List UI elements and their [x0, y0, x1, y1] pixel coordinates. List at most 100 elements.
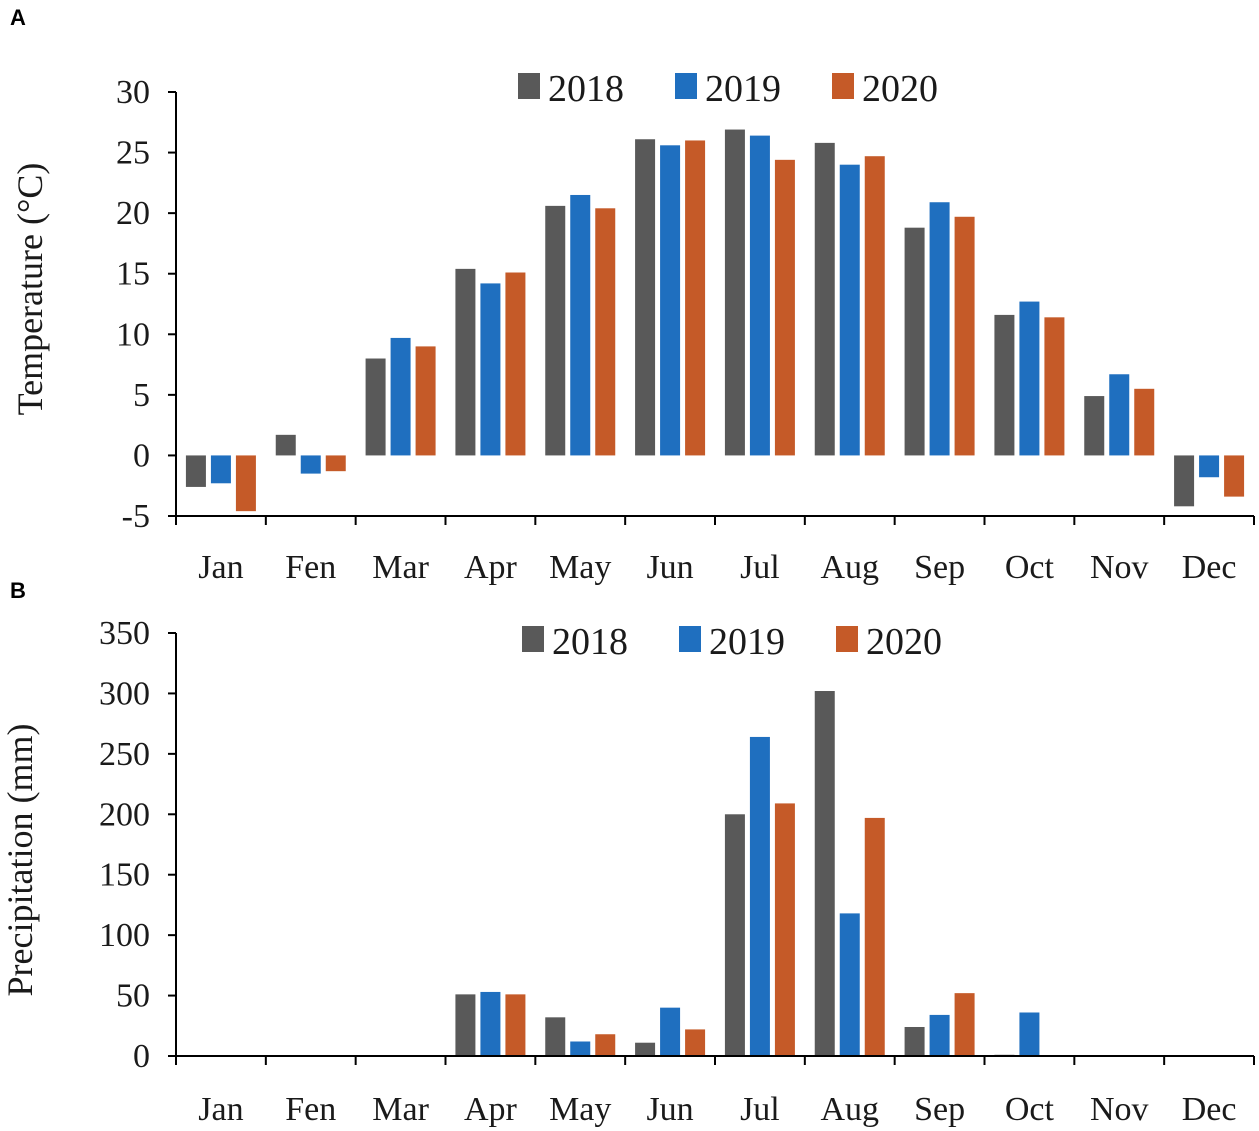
bar-2018-sep — [904, 227, 925, 456]
x-axis-labels-temperature: Jan Fen Mar Apr May Jun Jul Aug Sep Oct Nov Dec — [198, 549, 1236, 586]
axes-precipitation — [175, 633, 1255, 1065]
bar-2020-dec — [1224, 455, 1245, 497]
bar-2018-aug — [814, 691, 835, 1056]
bar-2018-jul — [724, 814, 745, 1056]
x-tick-label-jan: Jan — [198, 1091, 243, 1128]
bar-2018-aug — [814, 142, 835, 456]
bar-2019-oct — [1019, 301, 1040, 456]
y-axis-title-temperature: Temperature (°C) — [10, 163, 50, 416]
legend-swatch-2019 — [679, 626, 701, 652]
y-axis-ticks-temperature: -5 0 5 10 15 20 25 30 — [116, 74, 176, 535]
bar-2020-sep — [954, 216, 975, 456]
y-axis-ticks-precipitation: 0 50 100 150 200 250 300 350 — [99, 615, 176, 1075]
x-tick-label-sep: Sep — [914, 549, 965, 586]
bar-2020-jun — [685, 140, 706, 456]
bar-2018-fen — [275, 434, 296, 456]
bar-2019-sep — [929, 202, 950, 456]
bar-2019-mar — [390, 337, 411, 456]
y-tick-label: 350 — [99, 615, 150, 652]
bar-2020-sep — [954, 993, 975, 1056]
bar-2019-aug — [839, 164, 860, 456]
x-tick-label-apr: Apr — [464, 549, 518, 586]
precipitation-chart: B Precipitation (mm) 2018 2019 2020 0 50 1… — [0, 578, 1255, 1128]
bar-2019-jul — [749, 135, 770, 456]
bar-2020-jul — [774, 803, 795, 1056]
bar-2018-oct — [994, 314, 1015, 456]
legend-swatch-2018 — [518, 73, 540, 99]
bar-2020-jul — [774, 159, 795, 456]
bar-2019-oct — [1019, 1012, 1040, 1056]
legend-label-2018: 2018 — [552, 621, 628, 663]
y-tick-label: 50 — [116, 978, 150, 1015]
x-tick-label-fen: Fen — [285, 549, 336, 586]
bar-2019-may — [570, 194, 591, 456]
x-tick-label-sep: Sep — [914, 1091, 965, 1128]
bar-2020-jun — [685, 1029, 706, 1056]
x-tick-label-fen: Fen — [285, 1091, 336, 1128]
x-tick-label-may: May — [549, 549, 611, 586]
legend-swatch-2020 — [832, 73, 854, 99]
x-tick-label-aug: Aug — [820, 549, 879, 586]
bar-2018-jul — [724, 129, 745, 456]
x-tick-label-apr: Apr — [464, 1091, 518, 1128]
bar-2020-aug — [864, 156, 885, 456]
legend-swatch-2020 — [836, 626, 858, 652]
y-tick-label: 200 — [99, 796, 150, 833]
bar-2018-jun — [635, 1042, 656, 1056]
y-tick-label: 25 — [116, 135, 150, 172]
x-tick-label-dec: Dec — [1182, 1091, 1237, 1128]
x-tick-label-jul: Jul — [740, 549, 780, 586]
legend-temperature: 2018 2019 2020 — [518, 68, 938, 110]
x-tick-label-nov: Nov — [1090, 549, 1149, 586]
bar-2020-aug — [864, 817, 885, 1056]
y-axis-title-precipitation: Precipitation (mm) — [0, 724, 40, 997]
legend-swatch-2019 — [675, 73, 697, 99]
y-tick-label: 30 — [116, 74, 150, 111]
axes-temperature — [175, 92, 1255, 525]
bar-2019-apr — [480, 991, 501, 1056]
legend-label-2020: 2020 — [862, 68, 938, 110]
bar-2020-fen — [325, 455, 346, 472]
bar-2020-may — [595, 1034, 616, 1056]
x-tick-label-jan: Jan — [198, 549, 243, 586]
x-tick-label-mar: Mar — [372, 1091, 429, 1128]
bar-2020-apr — [505, 272, 526, 456]
legend-precipitation: 2018 2019 2020 — [522, 621, 942, 663]
x-tick-label-mar: Mar — [372, 549, 429, 586]
panel-label-b: B — [10, 578, 26, 603]
bar-2018-jun — [635, 139, 656, 456]
legend-swatch-2018 — [522, 626, 544, 652]
bar-2019-aug — [839, 913, 860, 1056]
bar-2019-dec — [1199, 455, 1220, 478]
legend-label-2019: 2019 — [709, 621, 785, 663]
y-tick-label: 300 — [99, 675, 150, 712]
bar-2018-mar — [365, 358, 386, 456]
bar-2018-apr — [455, 994, 476, 1056]
y-tick-label: 0 — [133, 1038, 150, 1075]
y-tick-label: 150 — [99, 857, 150, 894]
bar-2020-apr — [505, 994, 526, 1056]
legend-label-2020: 2020 — [866, 621, 942, 663]
bar-2019-jan — [210, 455, 231, 484]
bar-2019-jul — [749, 736, 770, 1056]
legend-label-2018: 2018 — [548, 68, 624, 110]
y-tick-label: 20 — [116, 195, 150, 232]
x-axis-labels-precipitation: Jan Fen Mar Apr May Jun Jul Aug Sep Oct Nov Dec — [198, 1091, 1236, 1128]
bar-2019-fen — [300, 455, 321, 474]
x-tick-label-jun: Jun — [646, 1091, 693, 1128]
bar-2018-apr — [455, 268, 476, 456]
y-tick-label: -5 — [122, 498, 150, 535]
y-tick-label: 15 — [116, 256, 150, 293]
bar-2018-dec — [1174, 455, 1195, 507]
bar-2018-may — [545, 1017, 566, 1056]
y-tick-label: 250 — [99, 736, 150, 773]
x-tick-label-oct: Oct — [1005, 549, 1055, 586]
bar-2019-jun — [660, 145, 681, 456]
bars-temperature — [185, 129, 1245, 512]
bar-2020-nov — [1134, 388, 1155, 456]
x-tick-label-jul: Jul — [740, 1091, 780, 1128]
x-tick-label-aug: Aug — [820, 1091, 879, 1128]
bar-2020-mar — [415, 346, 436, 456]
bar-2018-may — [545, 205, 566, 456]
x-tick-label-may: May — [549, 1091, 611, 1128]
